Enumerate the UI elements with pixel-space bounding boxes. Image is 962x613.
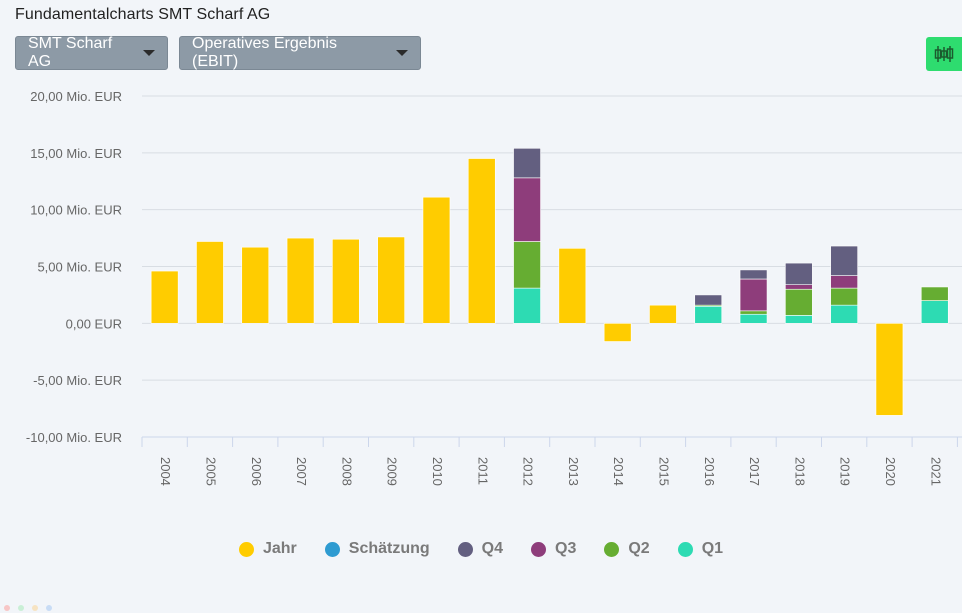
x-tick-label: 2016 [702,457,717,486]
bar-jahr-2006 [241,246,270,324]
x-tick-label: 2019 [838,457,853,486]
x-tick-label: 2007 [294,457,309,486]
bar-q1-2018 [785,315,813,324]
bar-q1-2019 [830,304,858,324]
x-tick-label: 2020 [883,457,898,486]
bar-jahr-2014 [603,323,632,342]
legend-swatch [677,541,693,557]
x-tick-label: 2009 [385,457,400,486]
bar-q1-2012 [513,287,541,324]
bar-q1-2017 [739,313,768,324]
bar-jahr-2004 [150,270,179,324]
bar-q2-2021 [920,286,949,301]
x-tick-label: 2005 [204,457,219,486]
legend-label: Q3 [555,540,577,557]
legend-swatch [604,541,620,557]
bar-q4-2017 [739,269,768,280]
x-tick-label: 2017 [747,457,762,486]
bar-q3-2019 [830,275,858,289]
bar-q4-2019 [830,245,858,276]
x-tick-label: 2014 [611,457,626,486]
bar-jahr-2005 [196,241,224,324]
y-tick-label: 15,00 Mio. EUR [30,146,122,161]
bar-q2-2018 [785,288,813,316]
legend-swatch [531,541,546,557]
legend-label: Q2 [628,540,650,557]
bar-q3-2012 [513,177,541,242]
x-tick-label: 2010 [430,457,445,486]
legend-label: Q1 [701,540,724,557]
y-tick-label: 0,00 EUR [66,316,122,331]
ebit-bar-chart: 20,00 Mio. EUR 15,00 Mio. EUR 10,00 Mio. E… [26,89,962,486]
legend-label: Jahr [262,540,297,557]
y-tick-label: -10,00 Mio. EUR [26,430,122,445]
x-tick-label: 2011 [475,457,490,485]
x-tick-label: 2006 [249,457,264,486]
legend-label: Q4 [481,540,503,557]
x-tick-label: 2012 [521,457,536,486]
legend-swatch [457,541,473,557]
legend-item-q3[interactable]: Q3 [531,540,576,558]
y-tick-label: 20,00 Mio. EUR [30,89,122,104]
company-select[interactable]: SMT Scharf AG [15,35,168,70]
x-tick-label: 2008 [339,457,354,486]
bar-jahr-2007 [286,237,315,324]
bar-q1-2016 [694,305,723,324]
page-title: Fundamentalcharts SMT Scharf AG [15,6,271,23]
legend-item-schätzung[interactable]: Schätzung [324,540,430,558]
legend-item-jahr[interactable]: Jahr [238,540,297,558]
chart-legend: Jahr Schätzung Q4 Q3 Q2 Q1 [0,540,962,558]
bar-jahr-2013 [558,248,587,324]
legend-item-q1[interactable]: Q1 [677,540,724,558]
bar-jahr-2008 [332,238,360,324]
y-tick-label: 10,00 Mio. EUR [30,203,122,218]
y-tick-label: -5,00 Mio. EUR [33,373,122,388]
x-tick-label: 2013 [566,457,581,486]
bar-jahr-2009 [377,236,405,324]
bar-q1-2021 [920,300,949,324]
legend-item-q4[interactable]: Q4 [457,540,503,558]
bar-jahr-2011 [467,158,496,324]
bar-jahr-2010 [422,196,451,324]
bar-q2-2012 [513,241,541,289]
legend-label: Schätzung [348,540,430,557]
chevron-down-icon [143,50,155,56]
chart-type-button[interactable] [926,37,962,71]
x-tick-label: 2018 [792,457,807,486]
chevron-down-icon [396,50,408,56]
metric-select-label: Operatives Ergebnis (EBIT) [192,35,337,70]
legend-item-q2[interactable]: Q2 [604,540,650,558]
x-tick-label: 2021 [928,457,943,486]
page-indicator [4,605,52,611]
x-tick-label: 2004 [158,457,173,486]
bar-q3-2017 [739,278,768,312]
bar-q4-2018 [785,262,813,285]
company-select-label: SMT Scharf AG [28,35,113,70]
metric-select[interactable]: Operatives Ergebnis (EBIT) [179,35,421,70]
bar-jahr-2015 [649,304,677,324]
bar-q2-2017 [739,310,768,315]
bar-q3-2018 [785,284,813,290]
bar-q4-2016 [694,294,723,306]
bar-q2-2019 [830,287,858,306]
legend-swatch [324,541,340,557]
y-tick-label: 5,00 Mio. EUR [37,260,122,275]
x-tick-label: 2015 [657,457,672,486]
legend-swatch [238,541,254,557]
bar-q4-2012 [513,147,541,179]
bar-jahr-2020 [875,323,904,416]
candlestick-icon [934,46,954,62]
